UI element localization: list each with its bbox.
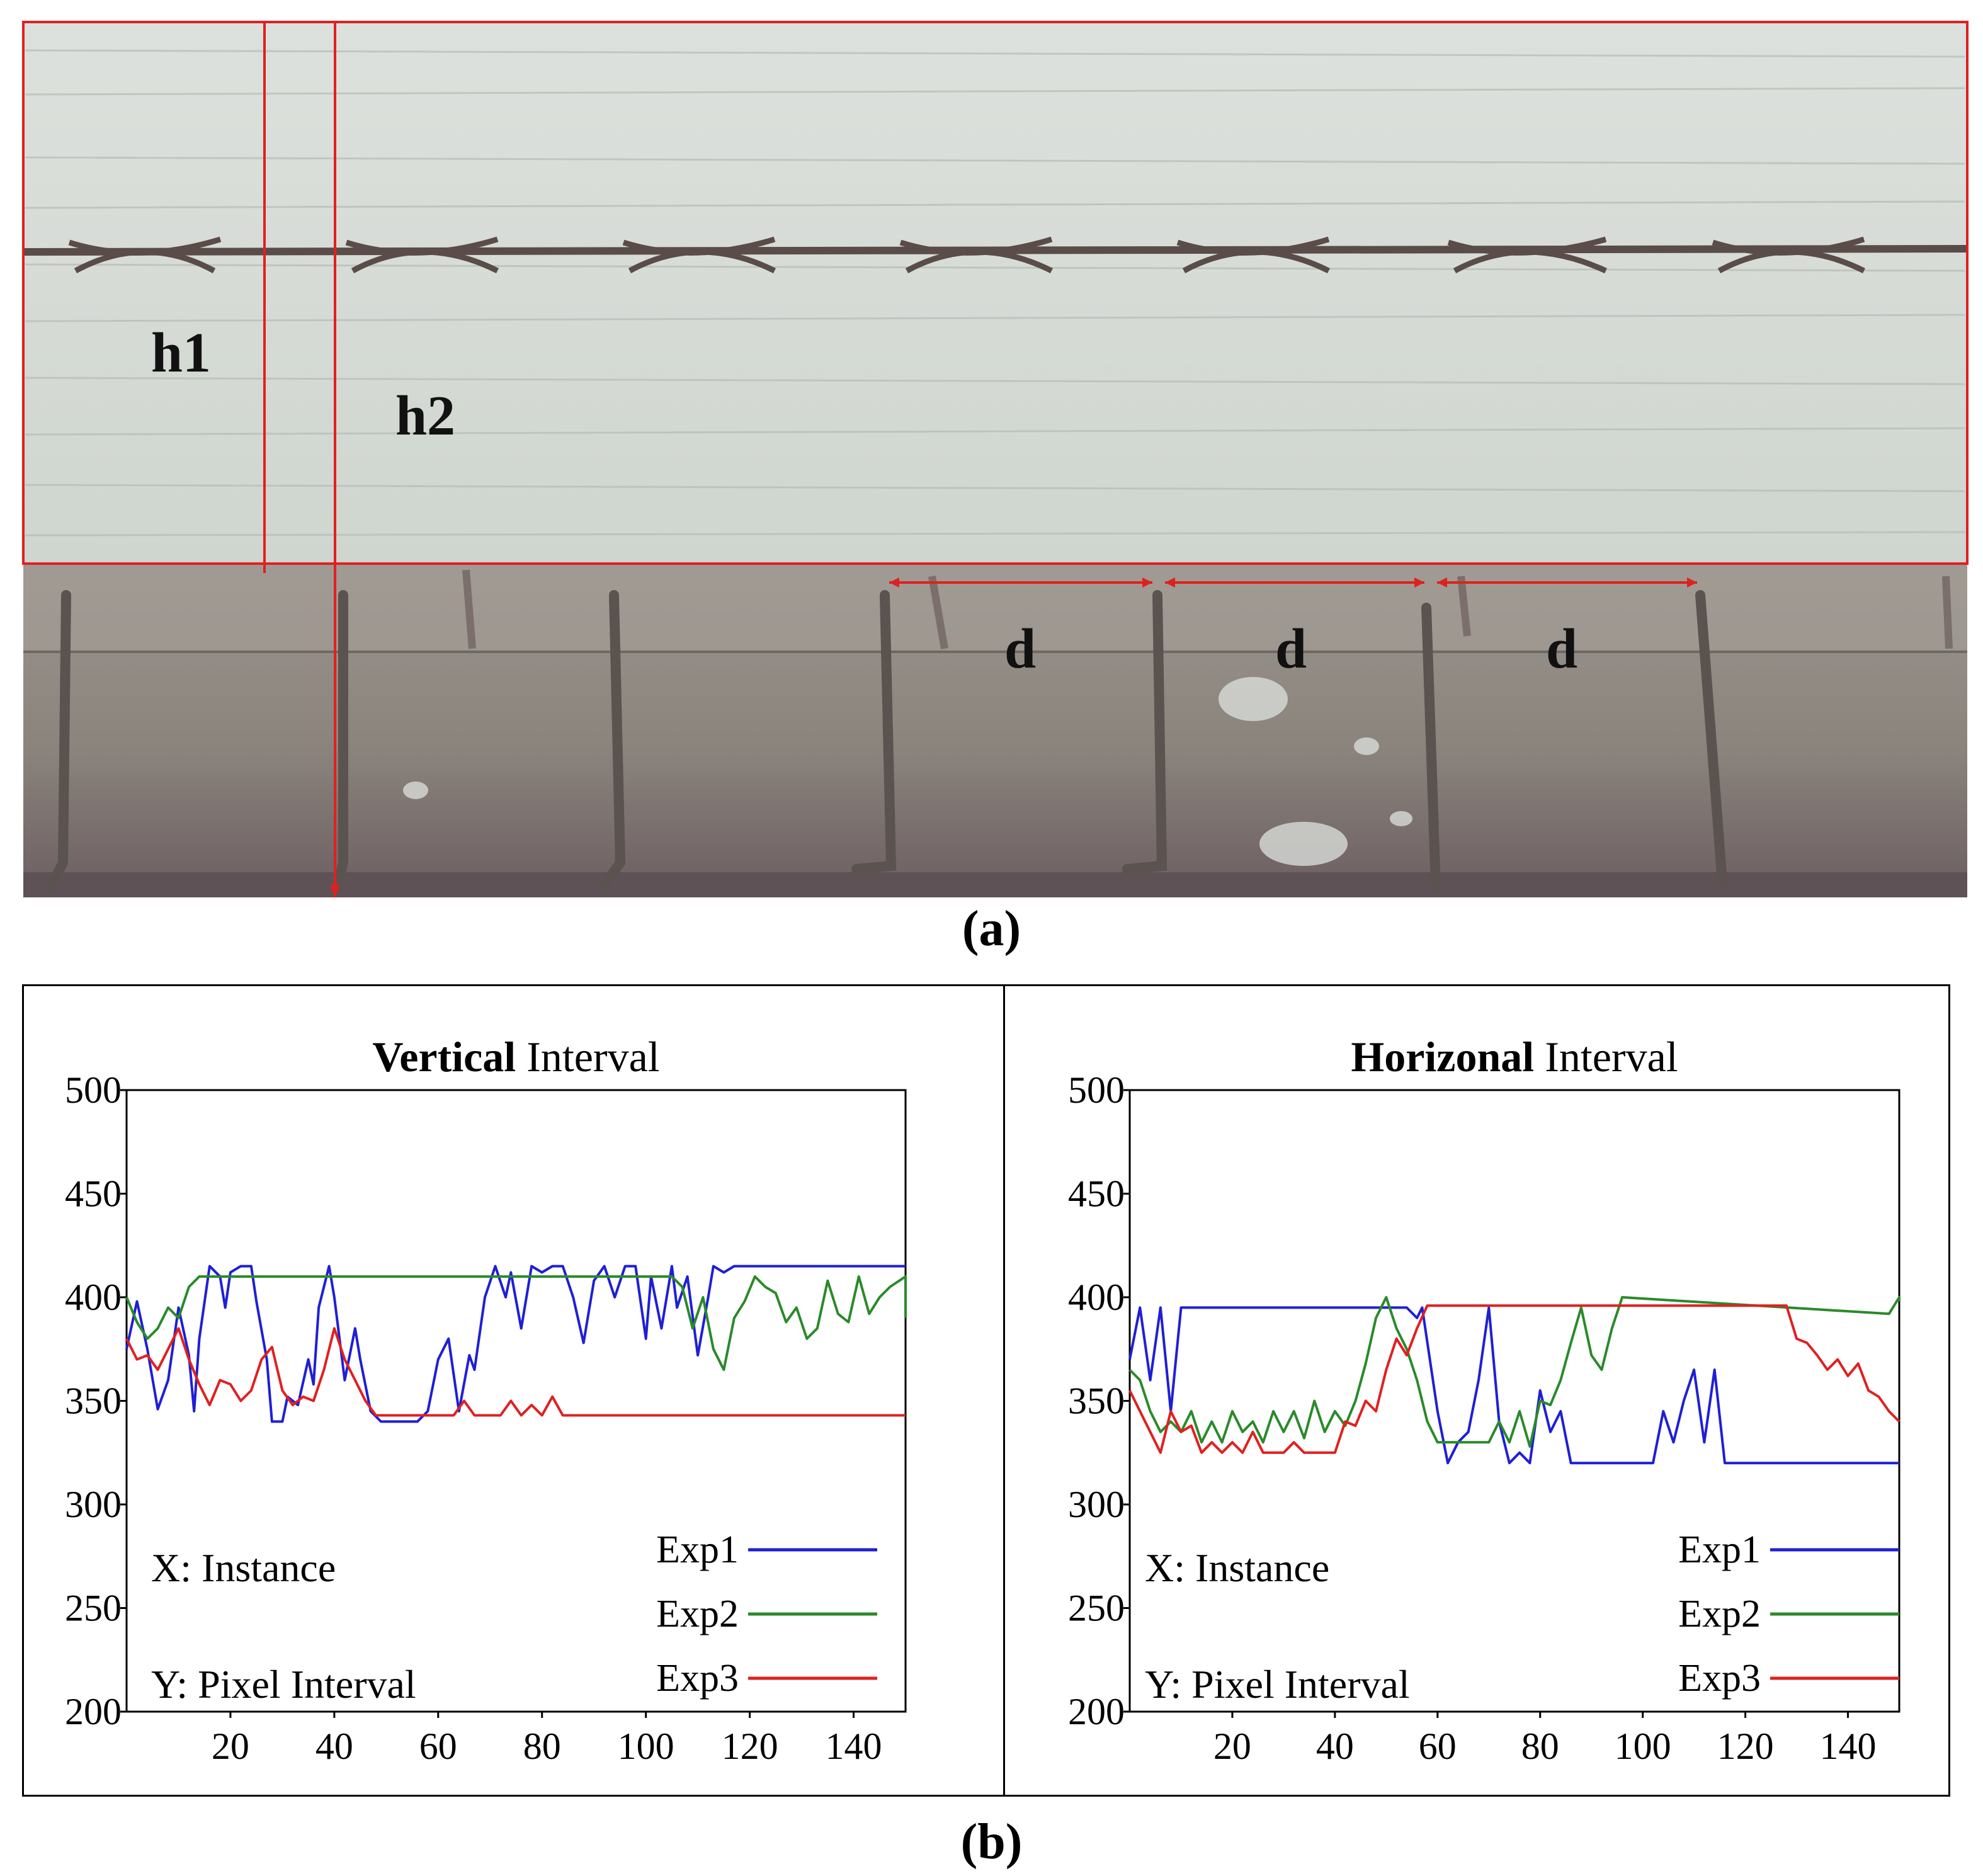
x-tick-label: 80 <box>1521 1725 1559 1767</box>
concrete-slab <box>23 22 1967 564</box>
construction-photo-panel: h1 h2 d d d (a) <box>22 21 1969 957</box>
x-tick-label: 20 <box>212 1725 249 1767</box>
x-axis-annotation: X: Instance <box>151 1545 336 1590</box>
y-tick-label: 300 <box>65 1484 122 1525</box>
chart-title-bold: Vertical <box>372 1033 516 1081</box>
x-tick-label: 100 <box>618 1725 674 1767</box>
y-tick-label: 500 <box>65 1069 122 1111</box>
y-tick-label: 450 <box>1068 1173 1125 1215</box>
series-line-exp3 <box>125 1327 906 1417</box>
legend-label-exp2: Exp2 <box>1678 1593 1761 1635</box>
chart-title-rest: Interval <box>1534 1033 1678 1081</box>
annotation-arrowheads <box>330 577 1697 897</box>
charts-divider <box>1003 984 1005 1797</box>
chart-title: Vertical Interval <box>372 1033 659 1081</box>
series-line-exp1 <box>1128 1306 1899 1465</box>
caption-a: (a) <box>962 901 1021 957</box>
legend-label-exp1: Exp1 <box>1678 1528 1761 1571</box>
y-tick-label: 450 <box>65 1173 122 1215</box>
x-tick-label: 80 <box>523 1725 561 1767</box>
chart-title-rest: Interval <box>516 1033 659 1081</box>
construction-photo: h1 h2 d d d <box>22 21 1969 897</box>
y-axis-annotation: Y: Pixel Interval <box>151 1662 416 1707</box>
series-line-exp2 <box>125 1275 907 1372</box>
d-label-2: d <box>1275 618 1307 680</box>
x-tick-label: 100 <box>1615 1725 1671 1767</box>
x-tick-label: 20 <box>1213 1725 1251 1767</box>
concrete-splatters <box>403 677 1412 866</box>
y-tick-label: 350 <box>65 1380 122 1422</box>
stirrup-stubs <box>462 569 1953 650</box>
chart-title-bold: Horizonal <box>1351 1033 1534 1081</box>
x-tick-label: 120 <box>722 1725 778 1767</box>
x-tick-label: 60 <box>1419 1725 1457 1767</box>
charts-frame <box>22 984 1950 1797</box>
x-tick-label: 60 <box>419 1725 457 1767</box>
series-line-exp1 <box>125 1265 906 1423</box>
series-line-exp3 <box>1128 1304 1901 1454</box>
h1-label: h1 <box>151 322 211 384</box>
slab-texture-lines <box>25 49 1965 537</box>
x-axis-annotation: X: Instance <box>1145 1545 1329 1590</box>
x-tick-label: 40 <box>1316 1725 1354 1767</box>
x-tick-label: 120 <box>1717 1725 1774 1767</box>
d-label-1: d <box>1004 618 1036 680</box>
x-tick-label: 140 <box>1820 1725 1877 1767</box>
y-tick-label: 350 <box>1068 1380 1125 1422</box>
rebar-ties <box>68 236 1866 274</box>
legend-label-exp3: Exp3 <box>656 1657 739 1700</box>
legend-label-exp3: Exp3 <box>1678 1657 1761 1700</box>
y-tick-label: 250 <box>1068 1588 1125 1629</box>
y-tick-label: 400 <box>65 1276 122 1318</box>
caption-b: (b) <box>960 1814 1023 1870</box>
chart-title: Horizonal Interval <box>1351 1033 1678 1081</box>
legend-label-exp2: Exp2 <box>656 1593 739 1635</box>
d-label-3: d <box>1546 618 1577 680</box>
y-tick-label: 250 <box>65 1588 122 1629</box>
y-axis-annotation: Y: Pixel Interval <box>1145 1662 1410 1707</box>
x-tick-label: 140 <box>826 1725 882 1767</box>
x-tick-label: 40 <box>315 1725 353 1767</box>
vertical-interval-chart: Vertical Interval 200 250 300 350 400 450 500 20… <box>65 1033 907 1767</box>
vertical-stirrups <box>45 590 1727 893</box>
y-tick-label: 400 <box>1068 1276 1125 1318</box>
legend-label-exp1: Exp1 <box>656 1528 739 1571</box>
y-tick-label: 500 <box>1068 1069 1125 1111</box>
plot-area-frame <box>1128 1089 1901 1713</box>
series-line-exp2 <box>1128 1296 1901 1448</box>
y-tick-label: 200 <box>1068 1691 1125 1732</box>
y-tick-label: 200 <box>65 1691 122 1732</box>
annotation-overlay <box>22 21 1969 897</box>
h2-label: h2 <box>395 385 455 447</box>
horizontal-interval-chart: Horizonal Interval 200 250 300 350 400 450 500 2… <box>1068 1033 1901 1767</box>
plot-area-frame <box>125 1089 907 1713</box>
y-tick-label: 300 <box>1068 1484 1125 1525</box>
